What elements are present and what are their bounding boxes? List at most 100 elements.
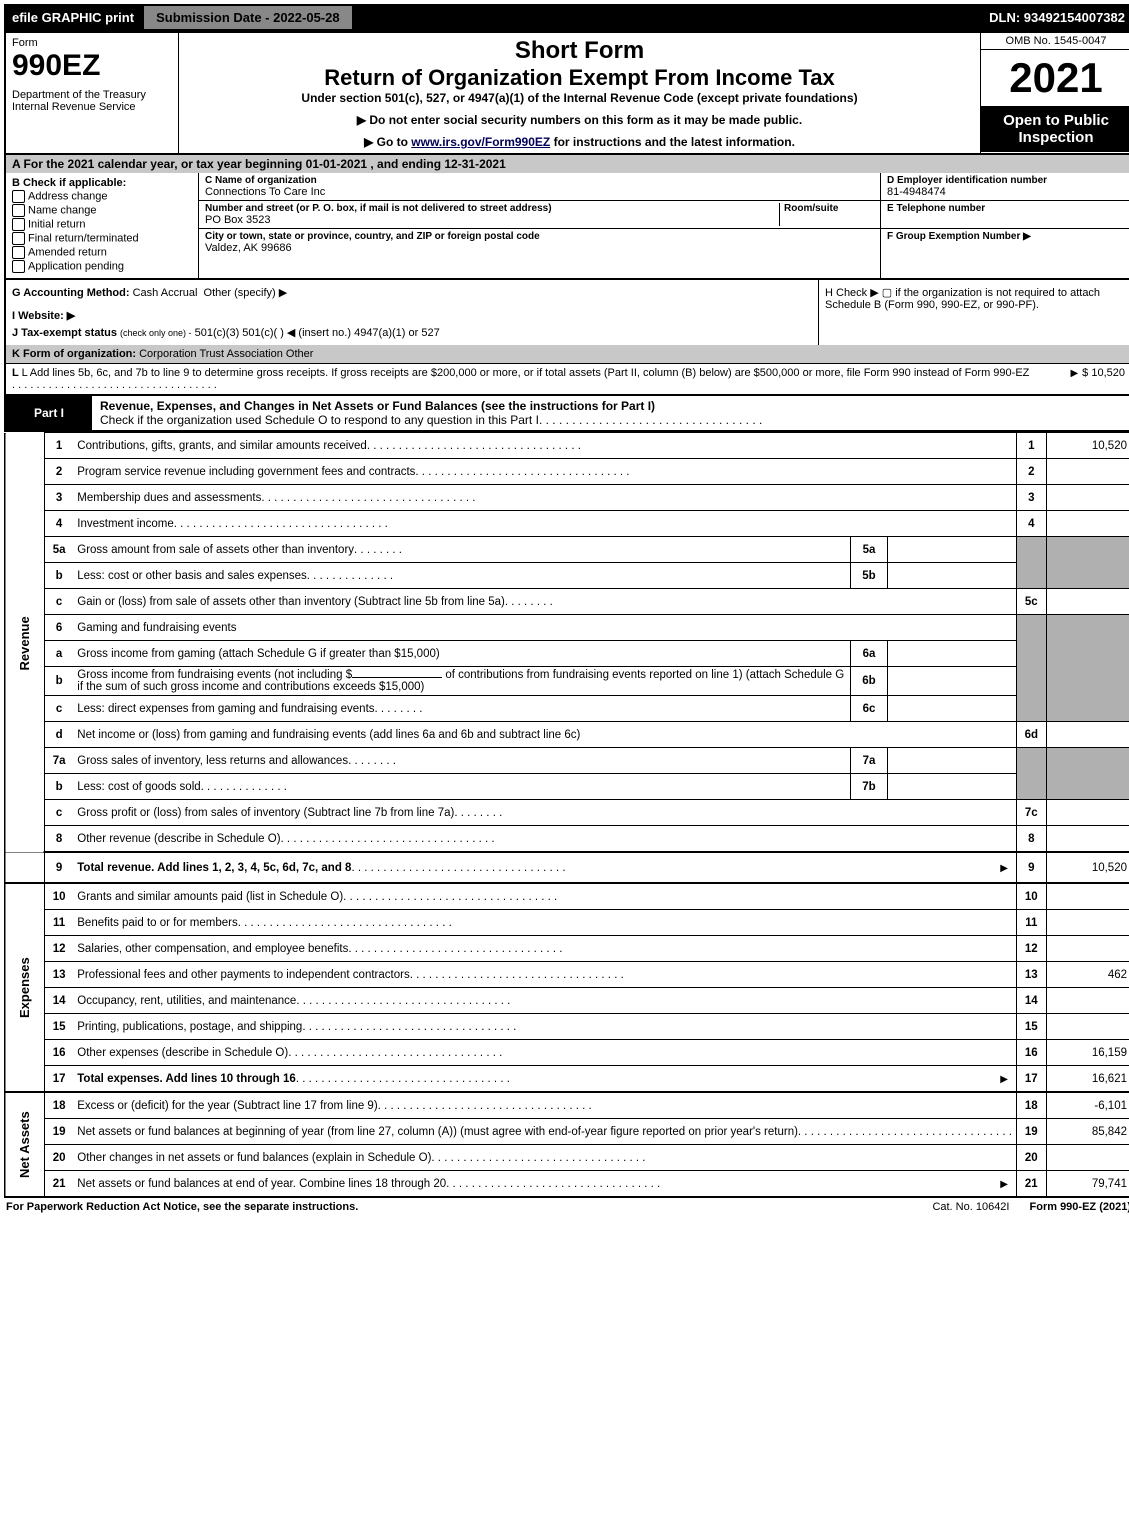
instr-2: ▶ Go to www.irs.gov/Form990EZ for instru… [183,135,976,149]
l6a-sval [888,641,1017,667]
l19-rnum: 19 [1017,1119,1047,1145]
footer-left: For Paperwork Reduction Act Notice, see … [6,1201,912,1213]
l5a-rnum [1017,537,1047,563]
chk-application-pending[interactable]: Application pending [12,260,192,273]
l-amount: $ 10,520 [1082,367,1125,379]
l19-desc: Net assets or fund balances at beginning… [77,1126,798,1138]
l10-desc: Grants and similar amounts paid (list in… [77,891,343,903]
l6c-desc: Less: direct expenses from gaming and fu… [77,703,374,715]
l6-num: 6 [45,615,74,641]
l8-num: 8 [45,826,74,853]
part1-tag: Part I [6,396,92,430]
g-label: G Accounting Method: [12,287,130,299]
l12-val [1046,936,1129,962]
irs-label: Internal Revenue Service [12,101,172,113]
l6d-rnum: 6d [1017,722,1047,748]
dln: DLN: 93492154007382 [981,6,1129,29]
netassets-vlabel: Net Assets [5,1092,45,1197]
org-city: Valdez, AK 99686 [205,242,874,254]
l13-val: 462 [1046,962,1129,988]
l18-rnum: 18 [1017,1092,1047,1119]
instr-1: ▶ Do not enter social security numbers o… [183,113,976,127]
sub-title: Under section 501(c), 527, or 4947(a)(1)… [183,91,976,105]
l13-rnum: 13 [1017,962,1047,988]
info-block: B Check if applicable: Address change Na… [4,173,1129,280]
l10-num: 10 [45,883,74,910]
l7a-num: 7a [45,748,74,774]
chk-amended-return[interactable]: Amended return [12,246,192,259]
l11-num: 11 [45,910,74,936]
tax-year: 2021 [981,50,1129,106]
efile-label: efile GRAPHIC print [4,6,142,29]
l9-num: 9 [45,852,74,883]
j-label: J Tax-exempt status [12,327,117,339]
l15-rnum: 15 [1017,1014,1047,1040]
l11-rnum: 11 [1017,910,1047,936]
chk-initial-return[interactable]: Initial return [12,218,192,231]
chk-name-change[interactable]: Name change [12,204,192,217]
l18-desc: Excess or (deficit) for the year (Subtra… [77,1100,377,1112]
l11-desc: Benefits paid to or for members [77,917,237,929]
chk-address-change[interactable]: Address change [12,190,192,203]
column-b: B Check if applicable: Address change Na… [6,173,199,278]
part1-title: Revenue, Expenses, and Changes in Net As… [100,399,1123,413]
j-o2: 501(c)( ) ◀ (insert no.) [242,327,351,339]
header-left: Form 990EZ Department of the Treasury In… [6,33,179,153]
l20-rnum: 20 [1017,1145,1047,1171]
top-bar: efile GRAPHIC print Submission Date - 20… [4,4,1129,31]
l6b-snum: 6b [851,667,888,696]
l5c-rnum: 5c [1017,589,1047,615]
l6d-val [1046,722,1129,748]
l3-num: 3 [45,485,74,511]
l15-desc: Printing, publications, postage, and shi… [77,1021,302,1033]
l7b-num: b [45,774,74,800]
l15-val [1046,1014,1129,1040]
l17-desc: Total expenses. Add lines 10 through 16 [77,1073,296,1085]
l19-val: 85,842 [1046,1119,1129,1145]
l8-val [1046,826,1129,853]
l4-val [1046,511,1129,537]
l5c-num: c [45,589,74,615]
instructions-link[interactable]: www.irs.gov/Form990EZ [411,135,550,149]
l20-num: 20 [45,1145,74,1171]
page-footer: For Paperwork Reduction Act Notice, see … [4,1198,1129,1216]
l1-rnum: 1 [1017,433,1047,459]
l5a-rval [1046,537,1129,563]
footer-right-post: (2021) [1096,1201,1129,1213]
revenue-vlabel: Revenue [5,433,45,853]
f-group-label: F Group Exemption Number ▶ [887,231,1125,242]
l3-val [1046,485,1129,511]
l3-rnum: 3 [1017,485,1047,511]
l17-rnum: 17 [1017,1066,1047,1093]
l4-desc: Investment income [77,518,174,530]
c-street-label: Number and street (or P. O. box, if mail… [205,203,779,214]
k-l-block: K Form of organization: Corporation Trus… [4,345,1129,396]
l21-desc: Net assets or fund balances at end of ye… [77,1178,446,1190]
l7a-desc: Gross sales of inventory, less returns a… [77,755,348,767]
k-other: Other [286,348,314,360]
l6c-snum: 6c [851,696,888,722]
lines-table: Revenue 1 Contributions, gifts, grants, … [4,432,1129,1198]
org-street: PO Box 3523 [205,214,779,226]
l8-rnum: 8 [1017,826,1047,853]
instr-2-post: for instructions and the latest informat… [550,135,795,149]
l4-rnum: 4 [1017,511,1047,537]
l12-num: 12 [45,936,74,962]
omb-number: OMB No. 1545-0047 [981,33,1129,50]
l11-val [1046,910,1129,936]
l6-desc: Gaming and fundraising events [73,615,1016,641]
l14-num: 14 [45,988,74,1014]
l16-rnum: 16 [1017,1040,1047,1066]
l2-rnum: 2 [1017,459,1047,485]
l6d-desc: Net income or (loss) from gaming and fun… [77,729,580,741]
l7c-rnum: 7c [1017,800,1047,826]
j-note: (check only one) - [120,328,192,338]
header-right: OMB No. 1545-0047 2021 Open to Public In… [980,33,1129,153]
footer-right-bold: 990-EZ [1060,1201,1096,1213]
l5a-desc: Gross amount from sale of assets other t… [77,544,354,556]
l18-val: -6,101 [1046,1092,1129,1119]
l13-num: 13 [45,962,74,988]
chk-final-return[interactable]: Final return/terminated [12,232,192,245]
section-a: A For the 2021 calendar year, or tax yea… [4,155,1129,173]
l2-num: 2 [45,459,74,485]
